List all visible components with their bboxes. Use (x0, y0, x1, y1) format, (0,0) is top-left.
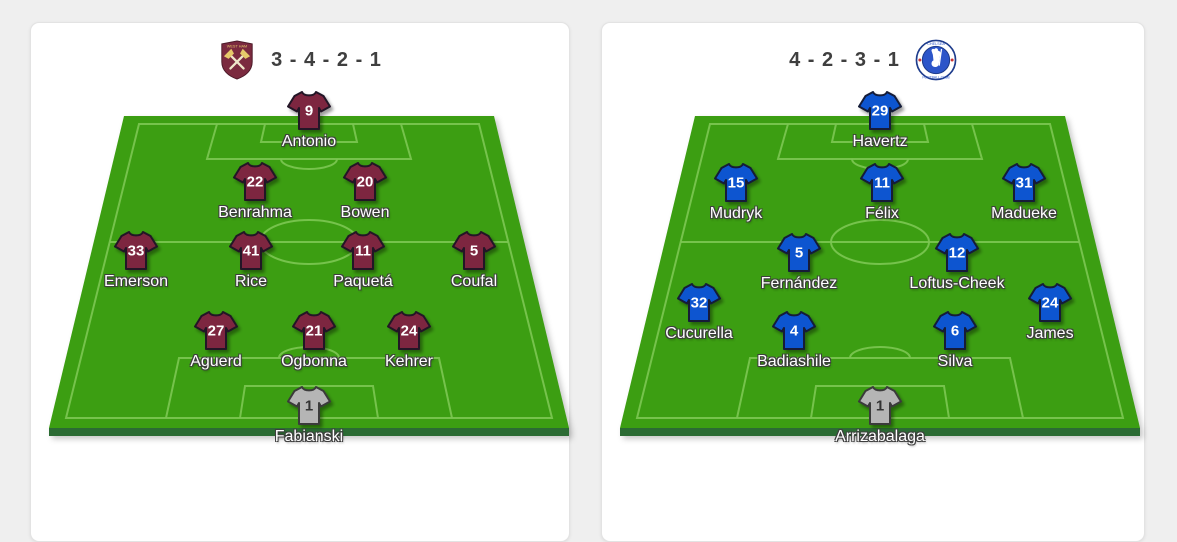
player-name: Paquetá (333, 273, 393, 290)
team-panel-home: WEST HAM 3 - 4 - 2 - 1 9 Antonio 22 Benr… (30, 22, 570, 542)
player-name: Kehrer (384, 353, 434, 370)
chelsea-badge-icon: CHELSEA FOOTBALL CLUB (915, 39, 957, 81)
player-number: 1 (876, 398, 884, 415)
player-name: Madueke (991, 205, 1057, 222)
svg-text:FOOTBALL CLUB: FOOTBALL CLUB (922, 75, 950, 79)
jersey-icon: 12 (935, 233, 979, 272)
svg-text:WEST HAM: WEST HAM (227, 45, 247, 49)
player-name: Emerson (103, 273, 169, 290)
player-name: Mudryk (709, 205, 763, 222)
team-header: 4 - 2 - 3 - 1 CHELSEA FOOTBALL CLUB (602, 37, 1144, 83)
player-name: Silva (937, 353, 973, 370)
player-name: Bowen (340, 204, 390, 221)
jersey-icon: 11 (341, 231, 385, 270)
player-name: Fabianski (274, 428, 344, 445)
jersey-icon: 24 (1028, 283, 1072, 322)
player-name: Coufal (450, 273, 498, 290)
player-number: 33 (128, 243, 145, 260)
player-name: Fernández (760, 275, 838, 292)
player-name: Aguerd (190, 353, 242, 370)
player-name: Arrizabalaga (835, 428, 925, 445)
jersey-icon: 6 (933, 311, 977, 350)
player-number: 12 (949, 245, 966, 262)
jersey-icon: 4 (772, 311, 816, 350)
player-number: 20 (357, 174, 374, 191)
players-layer: 29 Havertz 15 Mudryk 11 Félix 31 Madueke… (602, 23, 1142, 493)
lineups-page: { "page": { "background": "#EFEFEF", "ca… (30, 22, 1145, 542)
jersey-icon: 31 (1002, 163, 1046, 202)
player-name: Loftus-Cheek (909, 275, 1005, 292)
player-name: Félix (865, 205, 899, 222)
player-number: 41 (243, 243, 260, 260)
player-number: 5 (795, 245, 803, 262)
players-layer: 9 Antonio 22 Benrahma 20 Bowen 33 Emerso… (31, 23, 571, 493)
player-number: 27 (208, 323, 225, 340)
jersey-icon: 20 (343, 162, 387, 201)
svg-text:CHELSEA: CHELSEA (927, 42, 945, 46)
player-number: 4 (790, 323, 799, 340)
jersey-icon: 1 (287, 386, 331, 425)
player-number: 31 (1016, 175, 1033, 192)
jersey-icon: 33 (114, 231, 158, 270)
player-number: 24 (401, 323, 418, 340)
west-ham-badge-icon: WEST HAM (221, 40, 253, 80)
player-number: 6 (951, 323, 959, 340)
jersey-icon: 41 (229, 231, 273, 270)
jersey-icon: 27 (194, 311, 238, 350)
player-number: 21 (306, 323, 323, 340)
player-name: Havertz (852, 133, 908, 150)
player-name: Cucurella (665, 325, 733, 342)
player-name: Ogbonna (281, 353, 347, 370)
team-panel-away: 4 - 2 - 3 - 1 CHELSEA FOOTBALL CLUB 29 H… (601, 22, 1145, 542)
player-number: 11 (874, 175, 890, 192)
player-name: Rice (234, 273, 268, 290)
jersey-icon: 32 (677, 283, 721, 322)
jersey-icon: 11 (860, 163, 904, 202)
player-number: 24 (1042, 295, 1059, 312)
player-number: 5 (470, 243, 478, 260)
jersey-icon: 5 (452, 231, 496, 270)
formation-label: 3 - 4 - 2 - 1 (271, 48, 382, 71)
player-number: 9 (305, 103, 313, 120)
jersey-icon: 1 (858, 386, 902, 425)
player-name: Badiashile (757, 353, 831, 370)
jersey-icon: 22 (233, 162, 277, 201)
player-name: James (1026, 325, 1074, 342)
player-number: 22 (247, 174, 264, 191)
player-number: 1 (305, 398, 313, 415)
jersey-icon: 5 (777, 233, 821, 272)
player-number: 32 (691, 295, 708, 312)
player-number: 15 (728, 175, 745, 192)
player-number: 11 (355, 243, 371, 260)
jersey-icon: 15 (714, 163, 758, 202)
player-number: 29 (872, 103, 889, 120)
jersey-icon: 24 (387, 311, 431, 350)
jersey-icon: 21 (292, 311, 336, 350)
formation-label: 4 - 2 - 3 - 1 (789, 48, 900, 71)
team-header: WEST HAM 3 - 4 - 2 - 1 (31, 37, 569, 83)
jersey-icon: 29 (858, 91, 902, 130)
jersey-icon: 9 (287, 91, 331, 130)
player-name: Antonio (281, 133, 337, 150)
player-name: Benrahma (218, 204, 292, 221)
